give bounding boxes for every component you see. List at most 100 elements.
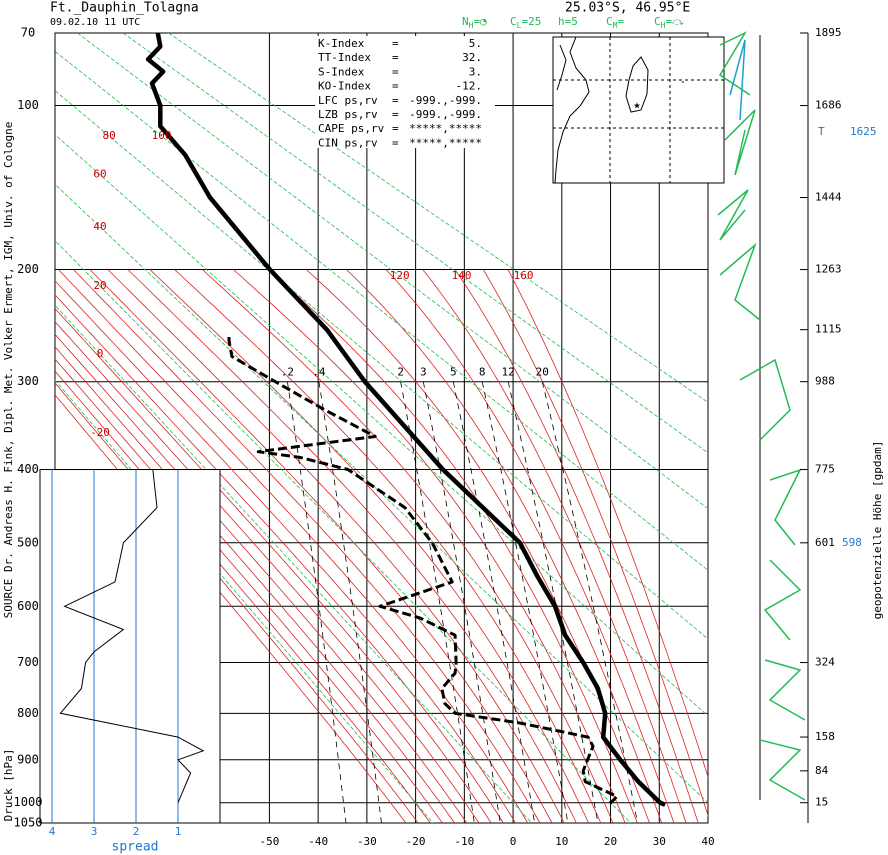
y2-tick-label: 84 [815, 764, 829, 777]
y2-tick-label: 1895 [815, 26, 842, 39]
map-frame [552, 36, 725, 184]
moist-adiabat [55, 294, 504, 823]
moist-adiabat [482, 269, 708, 817]
index-name: LZB ps,rv [318, 108, 378, 121]
temperature-line [145, 33, 666, 807]
index-value: *****,***** [409, 136, 482, 149]
moist-adiabat [306, 269, 650, 823]
adiabat-label: 80 [102, 129, 115, 142]
adiabat-label: 140 [452, 269, 472, 282]
spread-frame [39, 469, 221, 824]
y2-tick-label: 1686 [815, 99, 842, 112]
x-tick-label: -40 [308, 835, 328, 848]
x-tick-label: -30 [357, 835, 377, 848]
y2-tick-label: 775 [815, 463, 835, 476]
moist-adiabat [73, 269, 541, 823]
index-value: -12. [456, 80, 483, 93]
index-name: TT-Index [318, 51, 371, 64]
map-coast [554, 36, 590, 184]
y-tick-label: 700 [17, 655, 39, 669]
chart-subtitle: 09.02.10 11 UTC [50, 17, 140, 28]
indices-bg [315, 36, 495, 148]
moist-adiabat [174, 269, 602, 823]
barb [759, 739, 806, 801]
dewpoint-line [227, 335, 619, 805]
barb [739, 358, 791, 441]
dry-adiabat [55, 50, 708, 571]
index-value: -999.,-999. [409, 108, 482, 121]
cloud-legend-sym: C [654, 15, 661, 28]
moist-adiabat [233, 269, 626, 823]
moist-adiabat [507, 269, 708, 778]
adiabat-label: 120 [390, 269, 410, 282]
cloud-legend-sym: N [462, 15, 469, 28]
spread-label: spread [112, 840, 159, 855]
x-tick-label: 30 [653, 835, 666, 848]
moist-adiabat [267, 269, 638, 823]
x-tick-label: 40 [701, 835, 714, 848]
y-tick-label: 900 [17, 752, 39, 766]
adiabat-label: 40 [93, 220, 106, 233]
cloud-legend-item: CL=25 [510, 15, 541, 30]
barb [719, 242, 761, 321]
mixing-ratio-label: .2 [281, 366, 294, 379]
dry-adiabat [55, 183, 708, 804]
x-tick-label: -10 [454, 835, 474, 848]
moist-adiabat [55, 382, 419, 823]
dry-adiabat [122, 33, 708, 454]
barb [724, 109, 756, 176]
y2-tick-label: 601 [815, 536, 835, 549]
moist-adiabat [55, 370, 431, 823]
mixing-ratio-line [481, 381, 569, 823]
cloud-legend-text: =25 [521, 15, 541, 28]
y-tick-label: 200 [17, 262, 39, 276]
mixing-ratio-line [287, 381, 347, 823]
y-tick-label: 400 [17, 462, 39, 476]
x-tick-label: 0 [510, 835, 517, 848]
cloud-legend-text: =◔ [473, 15, 487, 28]
index-name: KO-Index [318, 80, 371, 93]
adiabat-label: 60 [93, 168, 106, 181]
dry-adiabat [55, 379, 434, 823]
y-tick-label: 100 [17, 98, 39, 112]
y-tick-label: 600 [17, 599, 39, 613]
cloud-legend-item: h=5 [558, 15, 578, 28]
x-tick-label: -20 [406, 835, 426, 848]
barb [763, 559, 802, 641]
mixing-ratio-label: .4 [312, 366, 326, 379]
y-tick-label: 300 [17, 374, 39, 388]
chart-title: Ft._Dauphin_Tolagna [50, 1, 199, 16]
cloud-legend-item: CM= [606, 15, 624, 30]
y2-axis-label: geopotenzielle Höhe [gpdam] [871, 441, 884, 620]
cloud-legend-sym: h [558, 15, 565, 28]
cloud-legend-text: = [617, 15, 624, 28]
spread-tick-label: 4 [49, 825, 56, 838]
mixing-ratio-label: 5 [450, 366, 457, 379]
map-station: ★ [633, 98, 640, 112]
barb [717, 189, 749, 241]
adiabat-label: 160 [514, 269, 534, 282]
index-equals: = [392, 94, 399, 107]
y2-tick-label: 988 [815, 375, 835, 388]
tropopause-label: T [818, 125, 825, 138]
moist-adiabat [127, 269, 577, 823]
cloud-legend-sub: M [613, 21, 618, 30]
spread-panel: 4 3 2 1 spread [39, 469, 221, 855]
moist-adiabat [55, 394, 407, 823]
adiabats [55, 33, 708, 823]
index-name: CIN ps,rv [318, 136, 378, 149]
y2-tick-label: 158 [815, 730, 835, 743]
index-value: *****,***** [409, 122, 482, 135]
index-equals: = [392, 51, 399, 64]
y2-tick-label: 1444 [815, 191, 842, 204]
moist-adiabat [346, 269, 663, 823]
y2-tick-label: 1263 [815, 263, 842, 276]
index-value: 3. [469, 65, 482, 78]
mixing-ratio-line [507, 381, 599, 823]
index-equals: = [392, 136, 399, 149]
adiabat-label: 100 [152, 129, 172, 142]
moist-adiabat [55, 346, 455, 823]
y2-tick-label: 1115 [815, 323, 842, 336]
x-tick-label: 20 [604, 835, 617, 848]
